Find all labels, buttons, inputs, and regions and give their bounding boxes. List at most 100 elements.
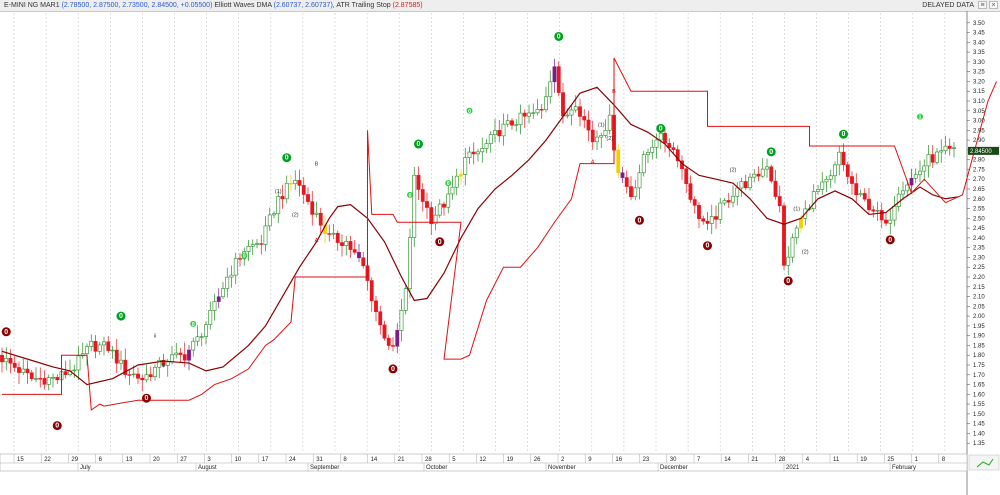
candle-body (552, 66, 557, 83)
wave-count-label: (2) (606, 136, 613, 142)
candle-body (29, 372, 34, 379)
date-tick-label: 23 (643, 457, 650, 463)
wave-labels: 000iiiiii0000(1)BA(2)0000000(1)(2)AB000(… (1, 31, 923, 431)
candle-body (922, 165, 927, 172)
candle (284, 175, 289, 204)
candle-body (480, 148, 485, 153)
candle (191, 337, 196, 357)
candle (136, 367, 140, 384)
candle-body (884, 219, 888, 224)
date-tick-label: 14 (724, 457, 731, 463)
candle-body (437, 203, 442, 216)
wave-marker-label: 0 (888, 237, 892, 244)
candle-body (633, 187, 638, 198)
wave-marker-label: 0 (55, 423, 59, 430)
candle-body (293, 180, 298, 185)
candle (603, 119, 608, 138)
candle-body (510, 120, 514, 126)
price-tick-label: 3.25 (973, 70, 985, 76)
candle-body (926, 154, 931, 167)
date-ticks: 15 22 29 6 13 20 27 3 10 17 24 31 8 14 21 28 5 12 19 26 2 9 16… (13, 454, 946, 463)
candle (386, 334, 391, 350)
candle-body (739, 181, 744, 189)
candle-body (544, 96, 548, 110)
dma-line (1, 86, 959, 386)
wave-count-label: (1) (275, 189, 282, 195)
candle-body (667, 143, 672, 148)
candle (726, 192, 731, 208)
candle (935, 148, 939, 165)
candle (671, 142, 676, 154)
candle (518, 104, 523, 135)
candle (731, 185, 735, 208)
wave-marker-circle (407, 191, 413, 198)
date-tick-label: 11 (833, 457, 840, 463)
candle-body (722, 200, 727, 204)
candle-body (918, 170, 922, 176)
candle (884, 213, 888, 227)
candle-body (663, 132, 667, 144)
price-tick-label: 1.45 (973, 422, 985, 428)
candle-body (276, 196, 281, 215)
candle (297, 169, 302, 197)
indicator1-label: Elliott Waves DMA (214, 2, 272, 9)
menu-button[interactable]: ≡ (978, 1, 987, 9)
month-labels: July August September October November Decemb… (77, 463, 916, 471)
candle-body (684, 168, 689, 184)
candle (760, 157, 765, 179)
candle (539, 104, 544, 119)
candle (382, 320, 387, 341)
price-chart[interactable]: 3.50 3.45 3.40 3.35 3.30 3.25 3.20 3.15 3.10 3.05… (0, 11, 1000, 495)
candle (374, 295, 378, 322)
wave-marker-circle (282, 153, 292, 163)
candle (420, 183, 425, 212)
candle (675, 145, 680, 168)
candle-body (879, 210, 884, 221)
candle (879, 202, 884, 229)
wave-marker-circle (116, 311, 126, 321)
candle-body (119, 359, 123, 364)
month-label: October (426, 465, 447, 471)
candle-body (952, 147, 956, 149)
candle-body (395, 330, 400, 347)
price-tick-label: 2.90 (973, 138, 985, 144)
wave-marker-circle (52, 421, 62, 431)
date-tick-label: 19 (507, 457, 514, 463)
candle-body (624, 177, 629, 187)
candle-body (731, 195, 735, 203)
candle (650, 139, 655, 160)
candle (875, 201, 880, 222)
candle-body (250, 244, 255, 247)
close-button[interactable]: × (989, 1, 998, 9)
candle-body (629, 186, 633, 198)
candle-body (425, 201, 429, 208)
candle-body (208, 310, 213, 326)
candle-body (867, 198, 871, 211)
wave-marker-label: 0 (659, 125, 663, 132)
candle-body (123, 359, 128, 375)
date-tick-label: 20 (153, 457, 160, 463)
price-tick-label: 1.35 (973, 441, 985, 447)
candle-body (416, 174, 421, 190)
candle (272, 211, 276, 219)
candle (680, 155, 684, 180)
candle (786, 246, 791, 275)
last-price-label: 2.84500 (970, 149, 992, 155)
candle-body (446, 193, 451, 208)
candle (178, 348, 183, 363)
candle (289, 174, 293, 192)
candle-body (888, 219, 893, 224)
wave-marker-label: 0 (786, 278, 790, 285)
candle-body (505, 120, 510, 125)
candle (369, 277, 374, 312)
candle-body (102, 341, 106, 346)
candle (850, 171, 854, 195)
candle (97, 342, 102, 355)
candle (238, 253, 242, 267)
candle (756, 166, 761, 182)
candle (901, 181, 905, 200)
candle (862, 188, 867, 202)
candle-body (170, 354, 174, 363)
candle (552, 58, 557, 93)
candle-body (8, 357, 13, 364)
